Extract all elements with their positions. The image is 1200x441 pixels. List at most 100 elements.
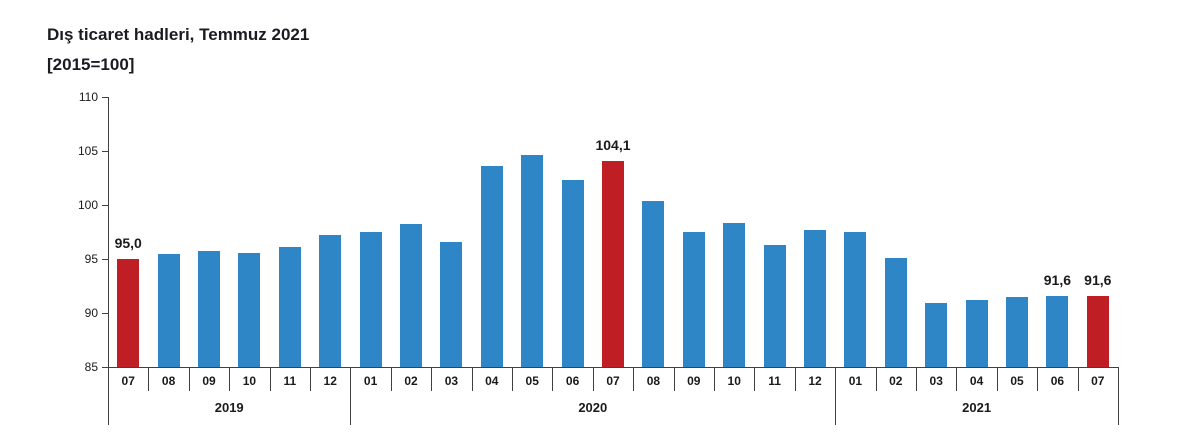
bar-2021-03 [925,303,948,367]
bar-value-label: 91,6 [1043,271,1072,288]
month-label: 08 [161,374,176,388]
year-separator [1118,367,1119,425]
y-tick-mark [102,313,108,314]
y-tick-label: 110 [78,90,98,104]
month-separator [673,367,675,391]
bar-2019-10 [238,252,261,367]
month-label: 11 [283,374,297,388]
month-separator [916,367,917,391]
bar-2020-01 [359,232,382,367]
chart-subtitle: [2015=100] [47,55,135,74]
bar-2021-05 [1006,296,1028,367]
month-separator [269,367,271,391]
year-label: 2021 [962,400,992,415]
bar-2021-02 [884,257,907,367]
month-separator [1077,367,1079,391]
month-label: 11 [768,374,781,388]
month-label: 09 [687,374,701,388]
month-separator [552,367,554,391]
month-separator [1037,367,1039,391]
y-tick-label: 90 [84,306,98,320]
month-label: 07 [606,374,620,388]
x-axis-line [108,367,1119,368]
month-label: 07 [1091,374,1105,388]
bar-2019-08 [157,253,180,367]
month-separator [188,367,190,391]
bar-2021-04 [965,300,988,367]
month-separator [431,367,433,391]
month-label: 01 [848,374,863,388]
month-label: 04 [485,374,499,388]
month-label: 01 [363,374,378,388]
month-separator [633,367,635,391]
bar-2021-06 [1046,295,1069,367]
bar-2020-08 [642,200,665,367]
month-separator [471,367,473,391]
y-tick-mark [102,151,108,152]
bar-2020-10 [723,223,746,367]
bar-value-label: 104,1 [595,136,631,153]
month-label: 09 [202,374,216,388]
month-separator [148,367,150,391]
bar-2020-07 [602,160,624,367]
bar-2020-04 [480,166,503,367]
chart-title: Dış ticaret hadleri, Temmuz 2021 [47,25,310,44]
month-label: 12 [323,374,337,388]
month-separator [714,367,715,391]
month-label: 03 [444,374,459,388]
bar-2021-07 [1086,295,1109,367]
month-label: 03 [929,374,943,388]
year-separator [108,367,109,425]
bar-value-label: 91,6 [1084,271,1112,288]
bar-2020-06 [561,180,584,367]
bar-2020-03 [440,241,463,367]
y-axis-line [108,97,109,368]
month-label: 05 [1010,374,1024,388]
bar-2020-09 [682,232,705,367]
bar-2021-01 [844,232,867,367]
year-separator [835,367,837,425]
year-separator [350,367,352,425]
bar-2019-09 [198,251,220,367]
month-separator [229,367,231,391]
month-label: 12 [808,374,822,388]
y-tick-mark [102,367,108,368]
y-tick-label: 95 [84,252,98,266]
month-label: 10 [727,374,741,388]
month-separator [310,367,311,391]
y-tick-mark [102,205,108,206]
year-label: 2020 [578,400,608,415]
bar-2019-11 [278,247,301,367]
month-separator [996,367,998,391]
bar-2020-12 [804,229,826,367]
month-separator [794,367,796,391]
month-separator [754,367,756,391]
y-tick-label: 85 [84,360,98,374]
bar-2019-12 [319,235,342,367]
year-label: 2019 [214,400,244,415]
month-separator [390,367,392,391]
month-label: 05 [525,374,539,388]
y-tick-mark [102,259,108,260]
month-label: 06 [565,374,580,388]
month-label: 06 [1050,374,1065,388]
bar-2020-05 [521,155,544,367]
month-label: 08 [646,374,661,388]
bar-2020-02 [400,224,422,367]
month-separator [875,367,877,391]
bar-2020-11 [763,244,786,367]
y-tick-label: 100 [77,198,98,212]
chart-title-block: Dış ticaret hadleri, Temmuz 2021 [2015=1… [47,20,309,80]
month-label: 04 [969,374,984,388]
month-label: 07 [121,374,135,388]
y-tick-label: 105 [77,144,98,158]
bar-2019-07 [117,259,140,367]
y-tick-mark [102,97,108,98]
month-separator [512,367,513,391]
month-label: 10 [242,374,257,388]
month-label: 02 [889,374,903,388]
month-separator [956,367,958,391]
bar-value-label: 95,0 [114,235,142,251]
